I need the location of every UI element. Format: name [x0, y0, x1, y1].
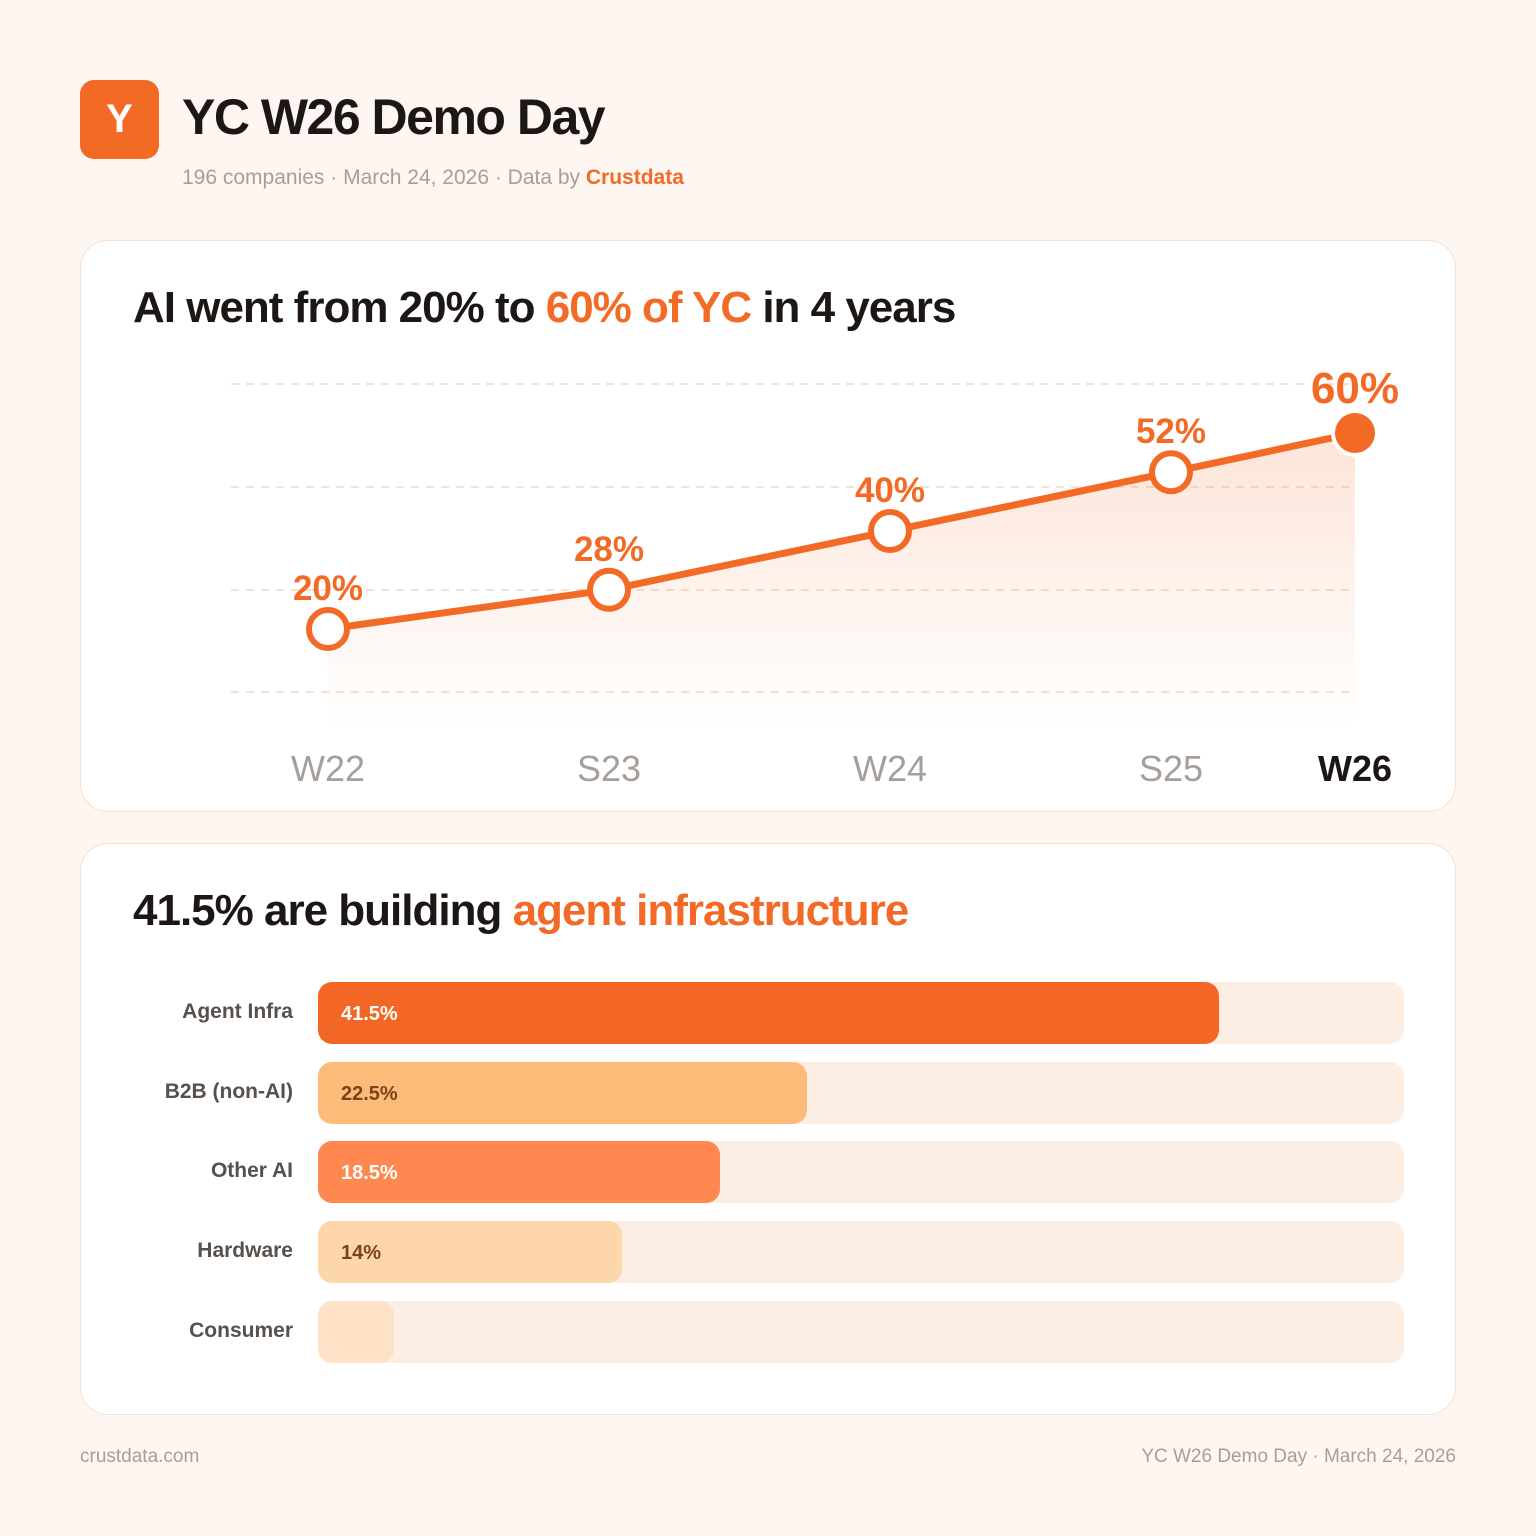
data-point	[1149, 450, 1193, 495]
data-label: 52%	[1136, 412, 1206, 451]
title-highlight: agent infrastructure	[512, 886, 910, 935]
subtitle-text: 196 companies · March 24, 2026 · Data by	[182, 166, 586, 189]
data-label: 20%	[293, 569, 363, 608]
bar-chart-card: 41.5% are building agent infrastructure …	[80, 843, 1456, 1415]
title-part: AI went from 20% to	[133, 283, 546, 332]
bar-track	[318, 1300, 1404, 1363]
bar-row: Hardware 14%	[81, 1221, 1457, 1284]
bar	[318, 1300, 395, 1363]
line-chart-card: AI went from 20% to 60% of YC in 4 years…	[80, 240, 1456, 812]
brand-link[interactable]: Crustdata	[585, 166, 684, 189]
bar-value-label: 41.5%	[341, 1003, 398, 1025]
title-highlight: 60% of YC	[545, 283, 752, 332]
bar: 14%	[318, 1221, 623, 1284]
data-point	[868, 509, 912, 553]
bar-track: 18.5%	[318, 1141, 1404, 1204]
bar-category-label: B2B (non-AI)	[164, 1079, 293, 1103]
bar: 18.5%	[318, 1141, 720, 1204]
x-tick-label: S23	[577, 748, 641, 789]
x-tick-label: W22	[291, 748, 365, 789]
line-chart: 20% W22 28% S23 40% W24 52% S25 60% W26	[231, 364, 1399, 789]
bar-category-label: Agent Infra	[182, 1000, 293, 1023]
title-part: 41.5% are building	[133, 886, 513, 935]
x-tick-label: W26	[1318, 748, 1392, 789]
bar-row: B2B (non-AI) 22.5%	[81, 1061, 1457, 1124]
bar-value-label: 14%	[341, 1242, 382, 1265]
area-fill	[328, 433, 1355, 727]
bar-category-label: Other AI	[210, 1159, 293, 1183]
data-label: 28%	[574, 530, 644, 569]
data-label: 40%	[855, 471, 925, 510]
bar-value-label: 22.5%	[341, 1082, 398, 1105]
footer-site[interactable]: crustdata.com	[80, 1446, 200, 1467]
bar-track: 14%	[318, 1221, 1404, 1284]
yc-logo: Y	[80, 80, 159, 159]
bar-row: Consumer	[81, 1300, 1457, 1363]
bar-value-label: 18.5%	[341, 1162, 398, 1185]
data-point	[1335, 413, 1375, 453]
footer-caption: YC W26 Demo Day · March 24, 2026	[1141, 1446, 1456, 1467]
data-point	[306, 607, 350, 651]
bar-row: Agent Infra 41.5%	[81, 982, 1457, 1044]
x-tick-label: S25	[1139, 748, 1203, 789]
title-part: in 4 years	[751, 283, 956, 332]
bar: 22.5%	[318, 1061, 807, 1124]
bar-track: 41.5%	[318, 982, 1404, 1044]
data-point	[587, 567, 631, 612]
bar-track: 22.5%	[318, 1061, 1404, 1124]
bar-category-label: Hardware	[197, 1239, 293, 1263]
line-chart-title: AI went from 20% to 60% of YC in 4 years	[133, 283, 956, 333]
bar: 41.5%	[318, 982, 1220, 1044]
bar-category-label: Consumer	[189, 1318, 293, 1342]
bar-row: Other AI 18.5%	[81, 1141, 1457, 1204]
bar-chart-title: 41.5% are building agent infrastructure	[133, 886, 910, 936]
x-tick-label: W24	[853, 748, 927, 789]
subtitle: 196 companies · March 24, 2026 · Data by…	[182, 166, 684, 190]
page-title: YC W26 Demo Day	[182, 89, 606, 145]
data-label: 60%	[1311, 364, 1399, 413]
